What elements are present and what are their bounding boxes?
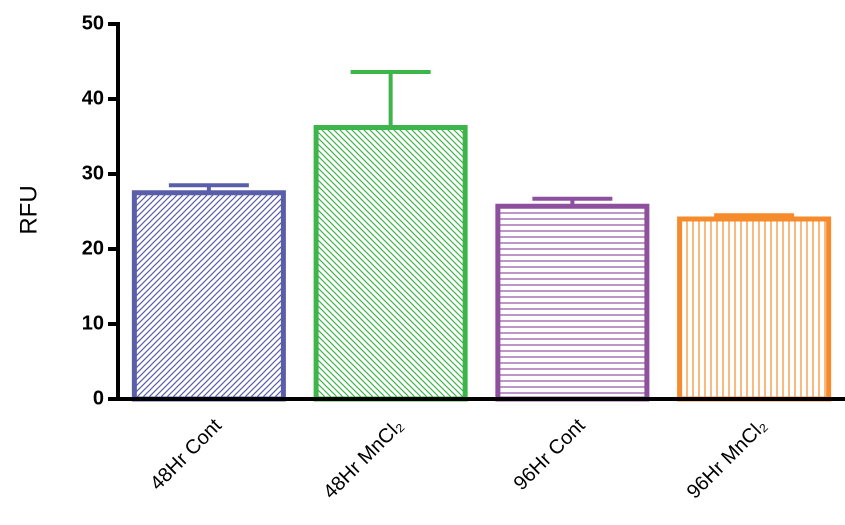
x-tick-label: 48Hr Cont <box>146 414 226 494</box>
y-axis-label: RFU <box>15 185 42 234</box>
bar <box>313 125 468 402</box>
x-tick-label: 96Hr MnCl₂ <box>683 415 772 504</box>
x-tick-label: 48Hr MnCl₂ <box>319 415 408 504</box>
y-tick-label: 20 <box>82 237 104 259</box>
bar <box>495 203 650 402</box>
bar <box>131 190 286 402</box>
y-tick-label: 40 <box>82 87 104 109</box>
bar <box>677 216 832 402</box>
y-tick-label: 10 <box>82 312 104 334</box>
y-tick-label: 30 <box>82 162 104 184</box>
y-tick-label: 50 <box>82 12 104 34</box>
x-tick-label: 96Hr Cont <box>510 414 590 494</box>
y-tick-label: 0 <box>93 387 104 409</box>
